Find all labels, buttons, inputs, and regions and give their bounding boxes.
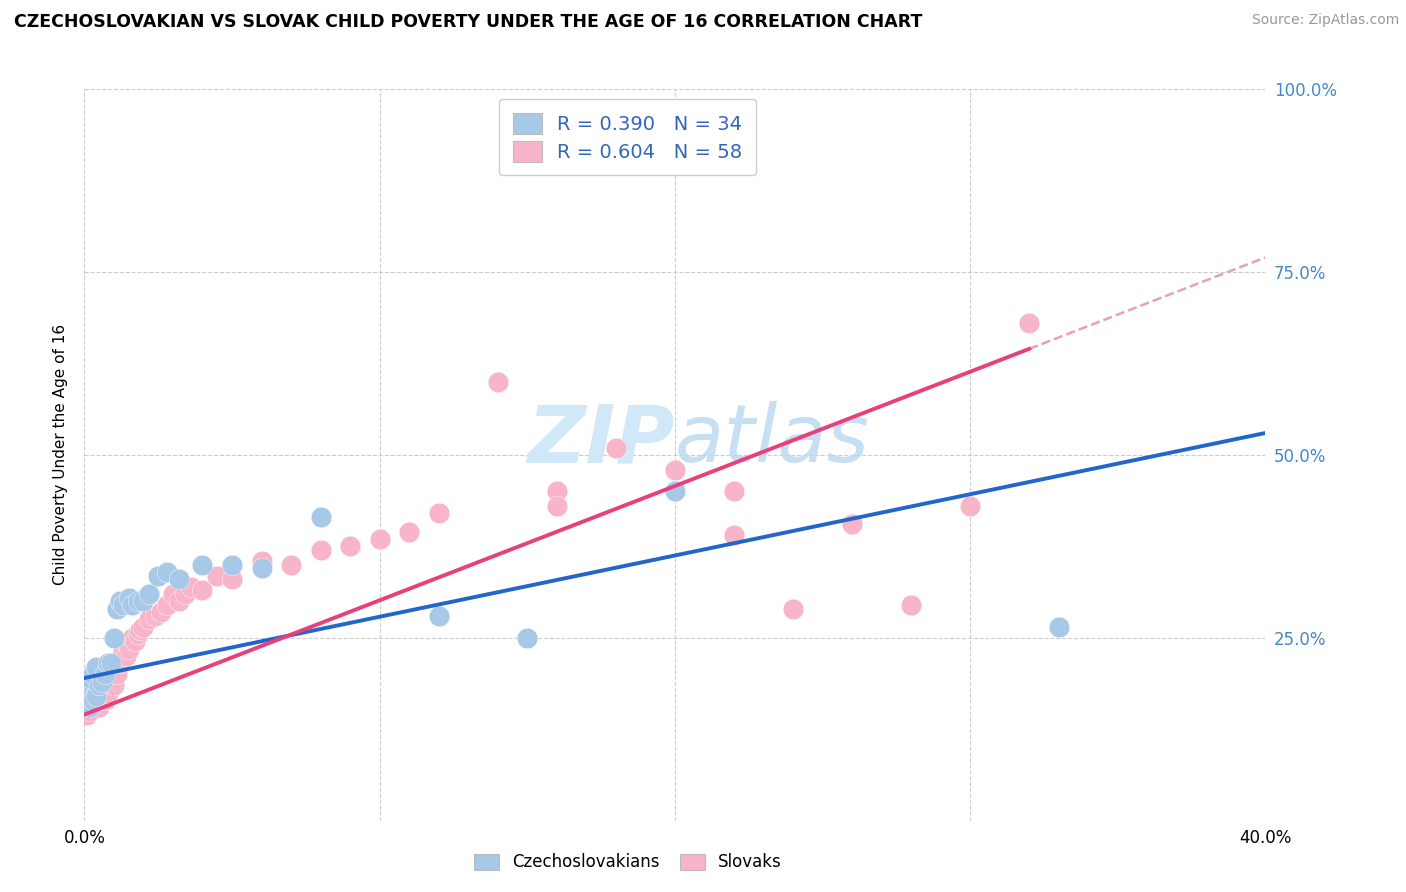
Point [94, 693, 117, 707]
Text: atlas: atlas [675, 401, 870, 479]
Point [82, 667, 104, 681]
Point [723, 528, 745, 542]
Point [84, 693, 107, 707]
Point [368, 532, 391, 546]
Point [398, 524, 420, 539]
Point [91, 693, 114, 707]
Point [84, 690, 107, 704]
Point [900, 598, 922, 612]
Point [118, 591, 141, 605]
Point [82, 693, 104, 707]
Point [79, 671, 101, 685]
Text: ZIP: ZIP [527, 401, 675, 479]
Point [103, 678, 125, 692]
Point [124, 634, 146, 648]
Point [105, 667, 128, 681]
Point [156, 565, 179, 579]
Point [111, 645, 134, 659]
Point [82, 686, 104, 700]
Point [486, 375, 509, 389]
Point [94, 678, 117, 692]
Point [1018, 316, 1040, 330]
Point [427, 507, 450, 521]
Point [605, 441, 627, 455]
Point [111, 598, 134, 612]
Point [191, 583, 214, 598]
Point [129, 624, 152, 638]
Point [73, 700, 96, 714]
Point [84, 681, 107, 696]
Point [143, 608, 166, 623]
Point [89, 678, 111, 692]
Point [309, 543, 332, 558]
Point [167, 572, 190, 586]
Point [1047, 620, 1070, 634]
Point [156, 598, 179, 612]
Point [138, 613, 160, 627]
Point [205, 568, 228, 582]
Point [76, 693, 98, 707]
Point [339, 539, 361, 553]
Point [79, 700, 101, 714]
Text: Source: ZipAtlas.com: Source: ZipAtlas.com [1251, 13, 1399, 28]
Point [841, 517, 863, 532]
Point [127, 594, 149, 608]
Point [173, 587, 195, 601]
Point [180, 580, 202, 594]
Point [221, 558, 243, 572]
Point [103, 631, 125, 645]
Point [91, 681, 114, 696]
Point [546, 484, 568, 499]
Point [664, 484, 686, 499]
Point [138, 587, 160, 601]
Text: CZECHOSLOVAKIAN VS SLOVAK CHILD POVERTY UNDER THE AGE OF 16 CORRELATION CHART: CZECHOSLOVAKIAN VS SLOVAK CHILD POVERTY … [14, 13, 922, 31]
Point [127, 627, 149, 641]
Point [89, 700, 111, 714]
Point [97, 657, 120, 671]
Point [100, 674, 122, 689]
Point [76, 678, 98, 692]
Point [121, 631, 143, 645]
Y-axis label: Child Poverty Under the Age of 16: Child Poverty Under the Age of 16 [53, 325, 69, 585]
Point [516, 631, 538, 645]
Point [782, 601, 804, 615]
Point [250, 561, 273, 575]
Point [132, 620, 155, 634]
Point [221, 572, 243, 586]
Point [167, 594, 190, 608]
Point [76, 707, 98, 722]
Point [89, 686, 111, 700]
Point [76, 693, 98, 707]
Point [191, 558, 214, 572]
Point [97, 686, 120, 700]
Point [309, 510, 332, 524]
Point [162, 587, 184, 601]
Point [121, 598, 143, 612]
Point [427, 608, 450, 623]
Point [723, 484, 745, 499]
Point [118, 641, 141, 656]
Point [100, 657, 122, 671]
Point [108, 594, 131, 608]
Legend: Czechoslovakians, Slovaks: Czechoslovakians, Slovaks [467, 847, 789, 878]
Point [250, 554, 273, 568]
Point [82, 697, 104, 711]
Point [79, 690, 101, 704]
Point [664, 462, 686, 476]
Point [91, 674, 114, 689]
Point [280, 558, 302, 572]
Point [132, 594, 155, 608]
Point [108, 657, 131, 671]
Point [150, 605, 173, 619]
Point [73, 686, 96, 700]
Point [148, 568, 170, 582]
Point [84, 660, 107, 674]
Point [79, 704, 101, 718]
Point [114, 649, 136, 664]
Point [105, 601, 128, 615]
Point [959, 499, 981, 513]
Point [94, 667, 117, 681]
Point [546, 499, 568, 513]
